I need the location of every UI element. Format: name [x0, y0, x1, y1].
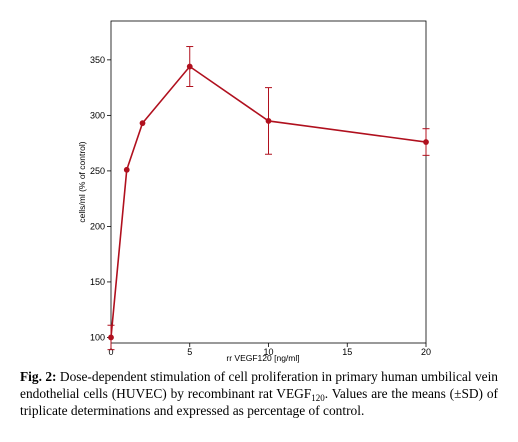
data-point — [265, 118, 272, 124]
y-tick-label: 150 — [90, 277, 105, 287]
y-tick-label: 250 — [90, 166, 105, 176]
x-tick-label: 0 — [108, 347, 113, 357]
plot-frame — [110, 20, 427, 344]
data-point — [139, 120, 146, 127]
x-tick-label: 10 — [263, 347, 273, 357]
chart: 100 150 200 250 300 350 0 5 10 15 20 rr VEGF120 [… — [77, 20, 431, 363]
y-axis-label: cells/ml (% of control) — [77, 141, 87, 222]
x-tick-label: 15 — [342, 347, 352, 357]
caption-subscript: 120 — [311, 392, 325, 403]
caption-text-end: . Values are the means (±SD) of triplica… — [20, 385, 499, 419]
series-line — [110, 65, 427, 338]
x-axis-label: rr VEGF120 [ng/ml] — [226, 353, 299, 363]
y-axis-ticks: 100 150 200 250 300 350 — [90, 55, 111, 342]
caption-text: Dose-dependent stimulation of cell proli… — [20, 369, 498, 401]
data-point — [423, 139, 429, 145]
series-layer — [107, 46, 430, 351]
x-tick-label: 5 — [187, 347, 192, 357]
caption-label: Fig. 2: — [20, 369, 57, 384]
data-point — [123, 166, 130, 173]
y-tick-label: 100 — [90, 332, 105, 342]
y-tick-label: 200 — [90, 221, 105, 231]
y-tick-label: 350 — [90, 55, 105, 65]
data-point — [186, 63, 193, 70]
data-point — [108, 334, 114, 341]
x-tick-label: 20 — [421, 347, 431, 357]
y-tick-label: 300 — [90, 110, 105, 120]
figure-caption: Fig. 2: Dose-dependent stimulation of ce… — [20, 369, 498, 420]
